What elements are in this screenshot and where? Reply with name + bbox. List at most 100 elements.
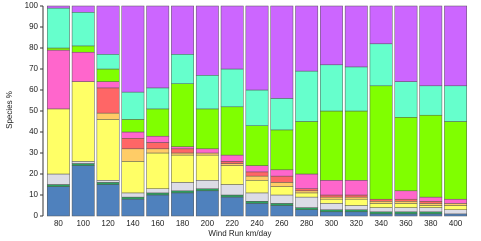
- bar-segment: [146, 192, 170, 196]
- bar-segment: [46, 108, 70, 175]
- bar-segment: [270, 186, 294, 196]
- bar-segment: [121, 161, 145, 194]
- y-tick-label: 30: [29, 148, 38, 157]
- y-tick-label: 20: [29, 169, 38, 178]
- bar-segment: [270, 169, 294, 177]
- bar-segment: [245, 171, 269, 177]
- bar-segment: [96, 112, 120, 120]
- bar-segment: [369, 207, 393, 213]
- bar-segment: [195, 5, 219, 76]
- bar-segment: [96, 5, 120, 55]
- y-tick-label: 40: [29, 127, 38, 136]
- x-tick-label: 240: [250, 219, 264, 228]
- bar-segment: [195, 180, 219, 189]
- bar-segment: [171, 192, 194, 217]
- bar-segment: [344, 211, 368, 217]
- x-tick-label: 160: [151, 219, 165, 228]
- bar-segment: [419, 211, 443, 215]
- bar-segment: [195, 190, 219, 217]
- bar-segment: [394, 198, 418, 202]
- bar-segment: [419, 5, 443, 87]
- y-tick-label: 80: [29, 43, 38, 52]
- bar-segment: [171, 148, 194, 154]
- bar-segment: [444, 213, 468, 217]
- bar-segment: [320, 211, 343, 217]
- bar-segment: [171, 182, 194, 192]
- bar-segment: [146, 152, 170, 189]
- x-tick-label: 260: [275, 219, 289, 228]
- bar-segment: [320, 110, 343, 181]
- bar-segment: [71, 45, 95, 53]
- bar-segment: [245, 203, 269, 217]
- x-axis-label: Wind Run km/day: [208, 229, 271, 238]
- bar-segment: [295, 209, 319, 217]
- bar-segment: [121, 5, 145, 93]
- bar-segment: [320, 180, 343, 196]
- bar-segment: [369, 211, 393, 215]
- x-tick-label: 120: [101, 219, 115, 228]
- bar-segment: [96, 87, 120, 114]
- y-tick-label: 10: [29, 190, 38, 199]
- bar-segment: [320, 209, 343, 213]
- bar-segment: [71, 12, 95, 47]
- bar-segment: [320, 5, 343, 66]
- bar-segment: [419, 205, 443, 208]
- bar-segment: [394, 190, 418, 200]
- bar-segment: [344, 194, 368, 198]
- bar-segment: [444, 85, 468, 122]
- x-tick-label: 140: [126, 219, 140, 228]
- x-tick-label: 100: [77, 219, 91, 228]
- bar-segment: [245, 165, 269, 173]
- bar-segment: [195, 148, 219, 154]
- bar-segment: [270, 129, 294, 171]
- bar-segment: [320, 203, 343, 210]
- bar-segment: [344, 198, 368, 206]
- bar-segment: [444, 198, 468, 204]
- bar-segment: [195, 154, 219, 181]
- x-tick-label: 180: [176, 219, 190, 228]
- bar-segment: [295, 173, 319, 189]
- bar-segment: [46, 173, 70, 185]
- bar-segment: [146, 135, 170, 143]
- bar-segment: [270, 205, 294, 217]
- bar-segment: [71, 165, 95, 217]
- bar-segment: [71, 161, 95, 164]
- x-tick-label: 220: [225, 219, 239, 228]
- bar-segment: [419, 196, 443, 202]
- bar-segment: [195, 108, 219, 150]
- bar-segment: [344, 180, 368, 196]
- bar-segment: [419, 207, 443, 213]
- bar-segment: [394, 81, 418, 118]
- x-tick-label: 400: [449, 219, 463, 228]
- y-tick-label: 50: [29, 106, 38, 115]
- bar-segment: [245, 175, 269, 181]
- bar-segment: [344, 209, 368, 213]
- bar-segment: [369, 203, 393, 208]
- bar-segment: [394, 203, 418, 208]
- bar-segment: [71, 51, 95, 82]
- bar-segment: [369, 213, 393, 217]
- bar-segment: [146, 188, 170, 194]
- bar-segment: [96, 184, 120, 217]
- bar-segment: [220, 165, 244, 185]
- bar-segment: [444, 205, 468, 210]
- bar-segment: [96, 180, 120, 183]
- bar-segment: [394, 211, 418, 215]
- bar-segment: [295, 190, 319, 194]
- bar-segment: [419, 114, 443, 198]
- bar-segment: [344, 110, 368, 181]
- y-tick-label: 90: [29, 22, 38, 31]
- bar-segment: [295, 188, 319, 192]
- y-axis-label: Species %: [5, 91, 14, 129]
- bar-segment: [121, 196, 145, 200]
- bar-segment: [270, 175, 294, 183]
- bar-segment: [146, 148, 170, 154]
- bar-segment: [121, 131, 145, 139]
- bar-segment: [394, 117, 418, 192]
- bar-segment: [369, 43, 393, 87]
- bar-segment: [146, 142, 170, 150]
- bar-segment: [171, 190, 194, 194]
- bar-segment: [419, 201, 443, 204]
- bar-segment: [171, 83, 194, 147]
